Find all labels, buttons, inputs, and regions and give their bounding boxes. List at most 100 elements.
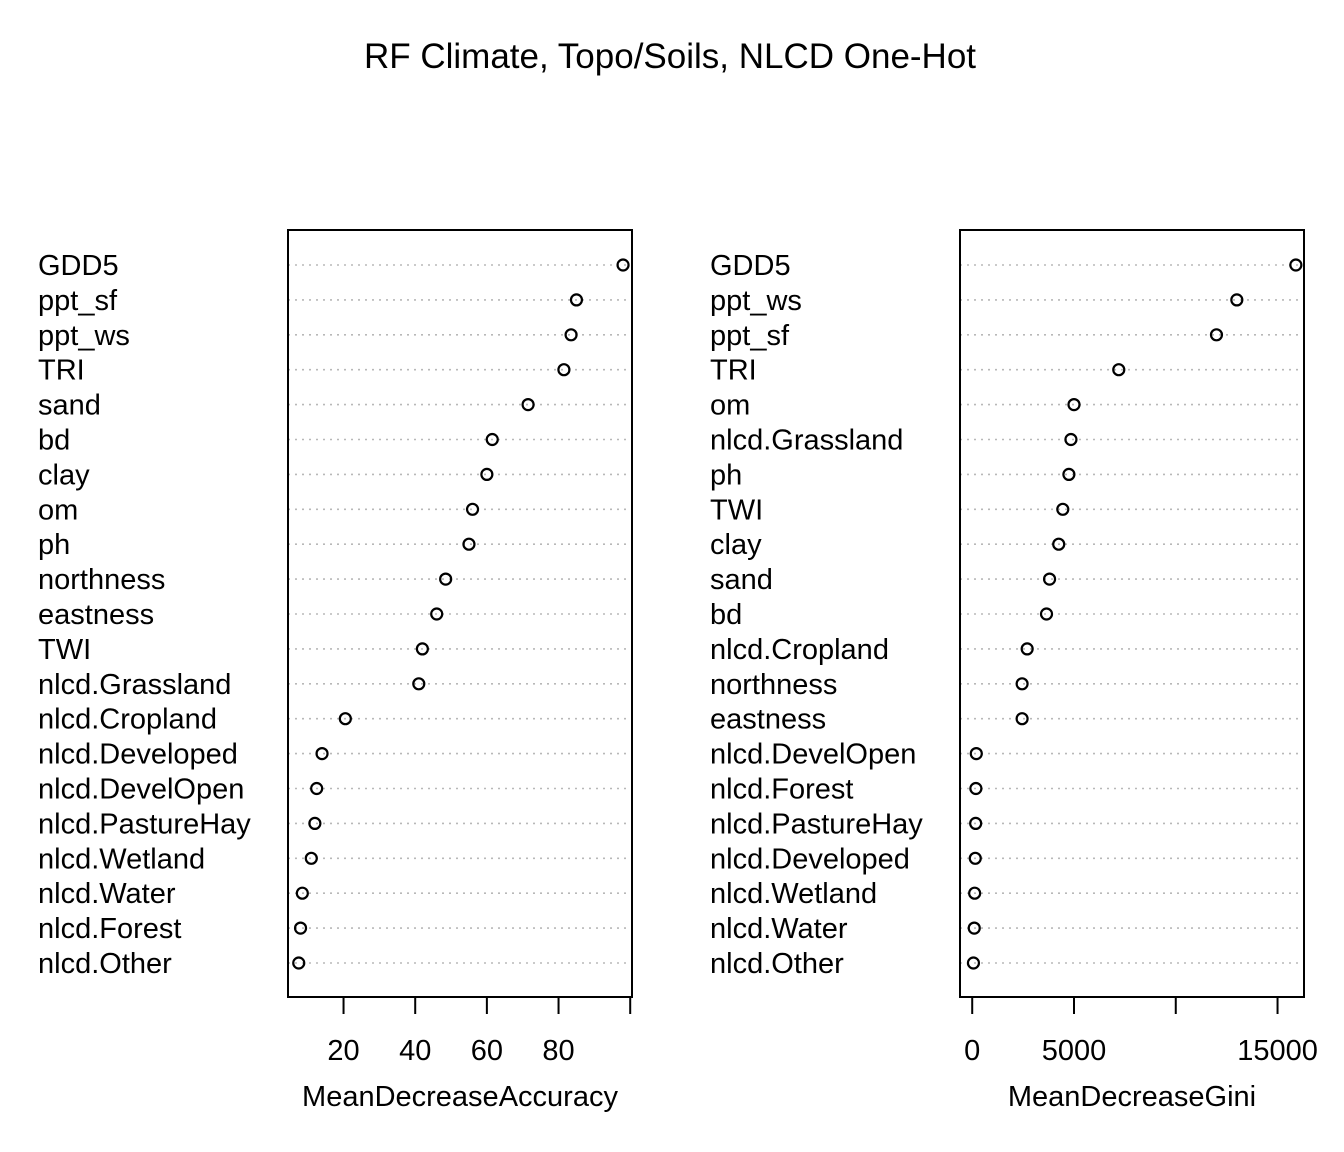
gini-x-axis-label: MeanDecreaseGini [1008, 1081, 1256, 1113]
gini-point [969, 816, 983, 831]
accuracy-point [415, 642, 429, 656]
accuracy-point [295, 886, 309, 900]
accuracy-tick-label: 20 [327, 1035, 359, 1067]
gini-point [1112, 363, 1126, 377]
accuracy-variable-label: nlcd.DevelOpen [38, 774, 244, 806]
accuracy-point [616, 258, 630, 272]
gini-variable-label: bd [710, 599, 742, 631]
accuracy-tick-label: 40 [399, 1035, 431, 1067]
accuracy-variable-label: om [38, 494, 78, 526]
accuracy-point [338, 712, 352, 726]
accuracy-variable-label: nlcd.Grassland [38, 669, 231, 701]
gini-point [1062, 467, 1076, 481]
accuracy-plot-frame [287, 229, 633, 998]
gini-point [1052, 537, 1066, 551]
accuracy-point [480, 467, 494, 481]
gini-point [967, 921, 981, 935]
gini-variable-label: clay [710, 529, 762, 561]
accuracy-variable-label: nlcd.Forest [38, 913, 181, 945]
gini-variable-label: nlcd.DevelOpen [710, 739, 916, 771]
accuracy-variable-label: northness [38, 564, 165, 596]
accuracy-variable-label: GDD5 [38, 250, 119, 282]
accuracy-variable-label: nlcd.PastureHay [38, 808, 251, 840]
gini-point [1209, 328, 1224, 342]
gini-variable-label: nlcd.Water [710, 913, 848, 945]
accuracy-x-axis-label: MeanDecreaseAccuracy [302, 1081, 618, 1113]
accuracy-variable-label: ppt_ws [38, 320, 130, 352]
accuracy-point [292, 956, 306, 970]
gini-point [1039, 607, 1054, 621]
gini-variable-label: TRI [710, 355, 757, 387]
gini-point [969, 746, 983, 761]
accuracy-point [315, 746, 329, 761]
gini-point [1064, 432, 1078, 447]
accuracy-point [521, 398, 535, 412]
gini-point [1042, 572, 1057, 586]
accuracy-variable-label: ph [38, 529, 70, 561]
accuracy-point [557, 363, 571, 377]
gini-point [1230, 293, 1244, 307]
gini-variable-label: TWI [710, 494, 763, 526]
chart-title: RF Climate, Topo/Soils, NLCD One-Hot [364, 37, 976, 76]
gini-point [1015, 677, 1029, 691]
accuracy-point [412, 677, 426, 691]
gini-variable-label: GDD5 [710, 250, 791, 282]
gini-point [1020, 642, 1034, 656]
accuracy-variable-label: nlcd.Other [38, 948, 172, 980]
accuracy-variable-label: nlcd.Water [38, 878, 176, 910]
accuracy-point [308, 816, 322, 831]
accuracy-variable-label: eastness [38, 599, 154, 631]
gini-panel: GDD5ppt_wsppt_sfTRIomnlcd.GrasslandphTWI… [710, 229, 1318, 1113]
gini-variable-label: om [710, 390, 750, 422]
accuracy-tick-label: 60 [471, 1035, 503, 1067]
gini-point [1056, 502, 1070, 516]
gini-variable-label: nlcd.Wetland [710, 878, 877, 910]
gini-variable-label: nlcd.Developed [710, 843, 910, 875]
accuracy-point [465, 502, 480, 516]
accuracy-point [310, 781, 324, 796]
gini-point [968, 851, 982, 865]
gini-tick-label: 5000 [1042, 1035, 1107, 1067]
gini-point [969, 781, 983, 796]
gini-variable-label: eastness [710, 704, 826, 736]
gini-variable-label: nlcd.Forest [710, 774, 853, 806]
accuracy-point [430, 607, 444, 621]
gini-tick-label: 0 [964, 1035, 980, 1067]
gini-point [1289, 258, 1303, 272]
gini-point [966, 956, 981, 970]
accuracy-variable-label: ppt_sf [38, 285, 118, 317]
accuracy-point [485, 432, 499, 447]
gini-point [1015, 712, 1029, 726]
gini-variable-label: nlcd.Other [710, 948, 844, 980]
accuracy-variable-label: nlcd.Wetland [38, 843, 205, 875]
gini-variable-label: nlcd.Cropland [710, 634, 889, 666]
gini-variable-label: ppt_ws [710, 285, 802, 317]
gini-point [1067, 398, 1081, 412]
gini-variable-label: northness [710, 669, 837, 701]
accuracy-point [304, 851, 318, 865]
gini-variable-label: nlcd.PastureHay [710, 808, 923, 840]
accuracy-variable-label: bd [38, 425, 70, 457]
gini-variable-label: nlcd.Grassland [710, 425, 903, 457]
accuracy-variable-label: nlcd.Developed [38, 739, 238, 771]
gini-variable-label: ph [710, 459, 742, 491]
gini-variable-label: sand [710, 564, 773, 596]
gini-tick-label: 15000 [1237, 1035, 1318, 1067]
accuracy-point [462, 537, 476, 551]
accuracy-variable-label: nlcd.Cropland [38, 704, 217, 736]
accuracy-panel: GDD5ppt_sfppt_wsTRIsandbdclayomphnorthne… [38, 229, 633, 1113]
gini-plot-frame [959, 229, 1305, 998]
accuracy-tick-label: 80 [542, 1035, 574, 1067]
accuracy-point [293, 921, 308, 935]
accuracy-point [564, 328, 578, 342]
accuracy-point [439, 572, 453, 586]
gini-variable-label: ppt_sf [710, 320, 790, 352]
accuracy-variable-label: TWI [38, 634, 91, 666]
accuracy-variable-label: sand [38, 390, 101, 422]
gini-point [968, 886, 982, 900]
accuracy-point [569, 293, 584, 307]
accuracy-variable-label: clay [38, 459, 90, 491]
accuracy-variable-label: TRI [38, 355, 85, 387]
